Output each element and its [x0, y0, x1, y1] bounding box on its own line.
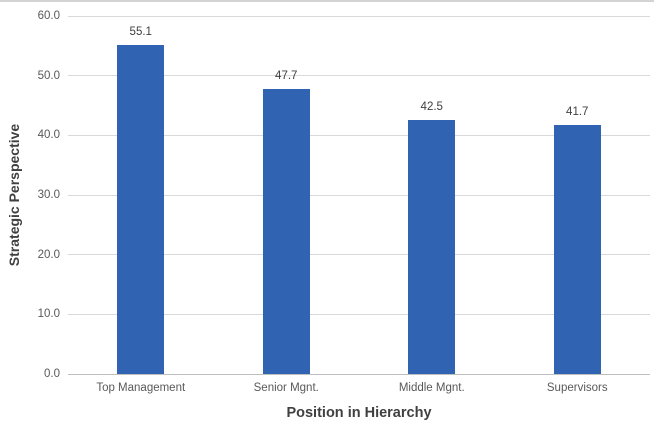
bar: [408, 120, 456, 374]
y-tick-label: 20.0: [37, 248, 60, 261]
bar: [262, 89, 310, 374]
bar-value-label: 55.1: [129, 26, 152, 39]
y-tick-label: 10.0: [37, 308, 60, 321]
gridline: [68, 313, 650, 315]
gridline: [68, 15, 650, 17]
plot-area: 0.0 10.0 20.0 30.0 40.0 50.0 60.0 55.1 Top Manag…: [38, 10, 650, 394]
x-tick-label: Supervisors: [546, 382, 608, 394]
x-tick-label: Middle Mgnt.: [398, 382, 465, 394]
bar: [553, 125, 601, 374]
y-tick-label: 30.0: [37, 189, 60, 201]
x-axis-title: Position in Hierarchy: [286, 405, 432, 421]
bar-value-label: 41.7: [566, 106, 589, 119]
y-tick-label: 0.0: [44, 368, 60, 380]
x-tick-label: Senior Mgnt.: [253, 382, 319, 394]
gridline: [68, 254, 650, 256]
x-tick-label: Top Management: [96, 382, 186, 394]
y-tick-label: 50.0: [37, 69, 60, 82]
gridline: [68, 75, 650, 77]
gridline: [68, 194, 650, 196]
y-tick-label: 40.0: [37, 129, 60, 142]
bar-value-label: 47.7: [275, 70, 298, 83]
y-tick-label: 60.0: [37, 10, 60, 22]
bar: [117, 45, 165, 374]
bar-value-label: 42.5: [420, 101, 443, 114]
gridline: [68, 134, 650, 136]
x-axis-line: [68, 373, 650, 375]
